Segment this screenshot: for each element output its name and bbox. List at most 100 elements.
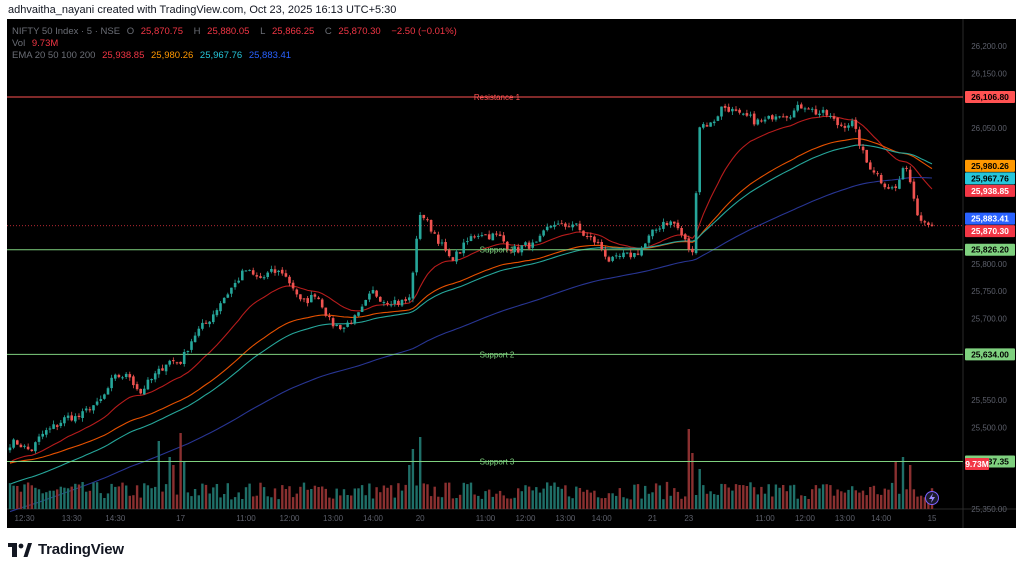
volume-bar — [644, 485, 647, 509]
candle-body — [908, 169, 912, 183]
volume-bar — [901, 457, 905, 509]
candle-body — [37, 436, 41, 442]
volume-bar — [121, 482, 124, 509]
volume-bar — [898, 493, 901, 509]
candle-body — [549, 225, 553, 228]
candle-body — [687, 238, 691, 250]
candle-body — [520, 245, 524, 253]
volume-bar — [23, 484, 26, 509]
y-tick-label-7: 25,500.00 — [971, 423, 1007, 432]
price-chart[interactable]: Resistance 1 26,106.80 Support 1 25,826.20 S… — [7, 19, 1016, 528]
ohlc-low: L 25,866.25 — [260, 26, 315, 37]
candle-body — [618, 256, 622, 257]
price-tag-text-0: 25,980.26 — [971, 161, 1009, 171]
volume-bar — [825, 484, 828, 509]
candle-body — [400, 299, 404, 306]
chart-caption: adhvaitha_nayani created with TradingVie… — [8, 4, 396, 16]
candle-body — [59, 422, 63, 426]
volume-bar — [212, 487, 215, 509]
x-tick-label-10: 12:00 — [515, 514, 536, 523]
volume-bar — [353, 488, 356, 509]
volume-bar — [586, 489, 589, 509]
volume-bar — [832, 495, 836, 509]
candle-body — [593, 236, 596, 243]
candle-body — [150, 379, 153, 381]
x-tick-label-5: 12:00 — [279, 514, 300, 523]
candle-body — [683, 234, 687, 240]
level-tag-bg-0 — [965, 90, 1015, 103]
candle-body — [781, 116, 785, 118]
candle-body — [273, 269, 277, 273]
volume-bar — [840, 491, 843, 509]
candle-body — [368, 293, 371, 300]
volume-bar — [150, 488, 153, 509]
volume-bar — [589, 492, 592, 509]
volume-bar — [738, 485, 741, 509]
candle-body — [894, 186, 897, 188]
ema-line-20 — [9, 115, 933, 463]
volume-bar — [607, 493, 611, 509]
volume-bar — [266, 496, 269, 509]
candle-body — [259, 276, 262, 278]
candle-body — [763, 119, 767, 122]
candle-body — [629, 252, 632, 258]
candle-body — [364, 300, 367, 306]
candle-body — [651, 229, 654, 237]
candle-body — [346, 322, 349, 327]
volume-bar — [422, 483, 425, 509]
candle-body — [589, 236, 593, 238]
candle-body — [622, 252, 625, 258]
volume-bar — [633, 484, 636, 509]
candle-body — [898, 179, 901, 189]
candle-body — [614, 255, 618, 257]
volume-bar — [135, 485, 139, 509]
candle-body — [698, 127, 701, 193]
candle-body — [146, 379, 150, 390]
price-tag-text-1: 25,967.76 — [971, 173, 1009, 183]
candle-body — [923, 221, 927, 223]
volume-bar — [99, 493, 102, 509]
candle-body — [451, 257, 455, 261]
candle-body — [854, 119, 858, 129]
volume-bar — [756, 494, 759, 509]
volume-bar — [767, 484, 770, 509]
volume-bar — [183, 461, 186, 509]
volume-bar — [393, 497, 396, 509]
candle-body — [440, 242, 444, 244]
candle-body — [360, 306, 364, 312]
candle-body — [502, 235, 505, 242]
candle-body — [215, 310, 219, 316]
volume-bar — [106, 493, 110, 509]
volume-bar — [847, 489, 850, 509]
candle-body — [709, 122, 712, 127]
lightning-icon[interactable] — [925, 491, 939, 505]
tradingview-logo-icon — [8, 542, 32, 557]
volume-bar — [763, 493, 767, 509]
volume-bar — [894, 461, 897, 509]
volume-bar — [654, 483, 658, 509]
candle-body — [175, 362, 179, 364]
volume-bar — [368, 483, 371, 509]
candle-body — [447, 249, 451, 257]
volume-bar — [400, 490, 404, 509]
candle-body — [393, 300, 397, 304]
volume-bar — [226, 483, 229, 509]
volume-bar — [161, 491, 164, 509]
candle-body — [785, 116, 789, 118]
volume-bar — [328, 497, 331, 509]
volume-bar — [59, 486, 62, 509]
volume-bar — [803, 496, 807, 509]
candle-body — [135, 384, 139, 390]
chart-frame[interactable]: Resistance 1 26,106.80 Support 1 25,826.20 S… — [7, 19, 1016, 528]
volume-bar — [92, 482, 95, 509]
volume-bar — [498, 490, 502, 509]
volume-bar — [346, 495, 349, 509]
volume-bar — [684, 496, 687, 509]
volume-bar — [186, 492, 190, 509]
volume-bar — [45, 492, 48, 509]
candle-body — [222, 297, 226, 304]
candle-body — [513, 246, 516, 253]
candle-body — [890, 187, 894, 189]
candle-body — [916, 198, 919, 216]
volume-bar — [807, 499, 810, 509]
